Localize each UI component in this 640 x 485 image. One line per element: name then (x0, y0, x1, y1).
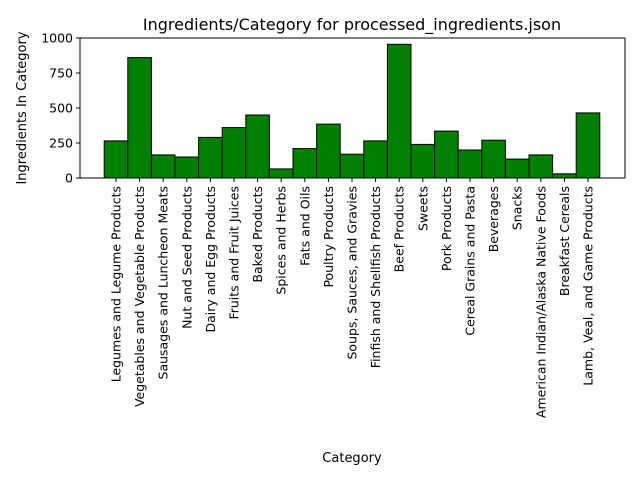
y-tick-label: 1000 (41, 31, 73, 46)
bar (481, 139, 506, 179)
chart-title: Ingredients/Category for processed_ingre… (143, 15, 561, 35)
bar (528, 154, 554, 179)
x-tick-label: Beef Products (392, 186, 407, 272)
bar (150, 154, 176, 179)
x-tick-label: Vegetables and Vegetable Products (132, 186, 147, 407)
x-axis-label: Category (322, 451, 382, 466)
y-tick-label: 500 (49, 101, 73, 116)
y-tick-label: 750 (49, 66, 73, 81)
y-tick-label: 250 (49, 136, 73, 151)
x-tick-label: Dairy and Egg Products (203, 186, 218, 332)
y-tick-label: 0 (65, 171, 73, 186)
bar (410, 143, 436, 179)
x-tick-label: Sausages and Luncheon Meats (156, 186, 171, 379)
bar (363, 140, 388, 179)
x-tick-label: Lamb, Veal, and Game Products (581, 186, 596, 386)
bar (268, 168, 294, 179)
x-tick-label: Poultry Products (321, 186, 336, 288)
bar (127, 57, 152, 179)
bar (221, 127, 247, 179)
bar (504, 158, 530, 179)
bars-layer (103, 43, 601, 179)
x-axis: Legumes and Legume Products Vegetables an… (109, 178, 596, 418)
x-tick-label: Fruits and Fruit Juices (227, 186, 242, 320)
x-tick-label: Nut and Seed Products (179, 186, 194, 329)
x-tick-label: Pork Products (439, 186, 454, 271)
bar (245, 114, 270, 179)
bar (103, 140, 129, 179)
x-tick-label: American Indian/Alaska Native Foods (533, 186, 548, 418)
x-tick-label: Spices and Herbs (274, 186, 289, 295)
bar (292, 148, 318, 179)
x-tick-label: Beverages (486, 186, 501, 252)
x-tick-label: Snacks (510, 186, 525, 230)
bar (457, 149, 483, 179)
x-tick-label: Fats and Oils (297, 186, 312, 266)
bar (198, 136, 223, 179)
bar (339, 153, 365, 179)
x-tick-label: Finfish and Shellfish Products (368, 186, 383, 368)
y-axis-label: Ingredients In Category (15, 31, 30, 184)
x-tick-label: Breakfast Cereals (557, 186, 572, 296)
bar (575, 112, 601, 179)
bar (386, 43, 412, 179)
bar (552, 173, 577, 179)
x-tick-label: Legumes and Legume Products (109, 186, 124, 382)
bar (316, 123, 341, 179)
bar (434, 130, 459, 179)
y-axis: 0 250 500 750 1000 (41, 31, 80, 186)
bar (174, 156, 200, 179)
x-tick-label: Soups, Sauces, and Gravies (345, 186, 360, 360)
x-tick-label: Cereal Grains and Pasta (463, 186, 478, 336)
x-tick-label: Baked Products (250, 186, 265, 283)
x-tick-label: Sweets (415, 186, 430, 231)
